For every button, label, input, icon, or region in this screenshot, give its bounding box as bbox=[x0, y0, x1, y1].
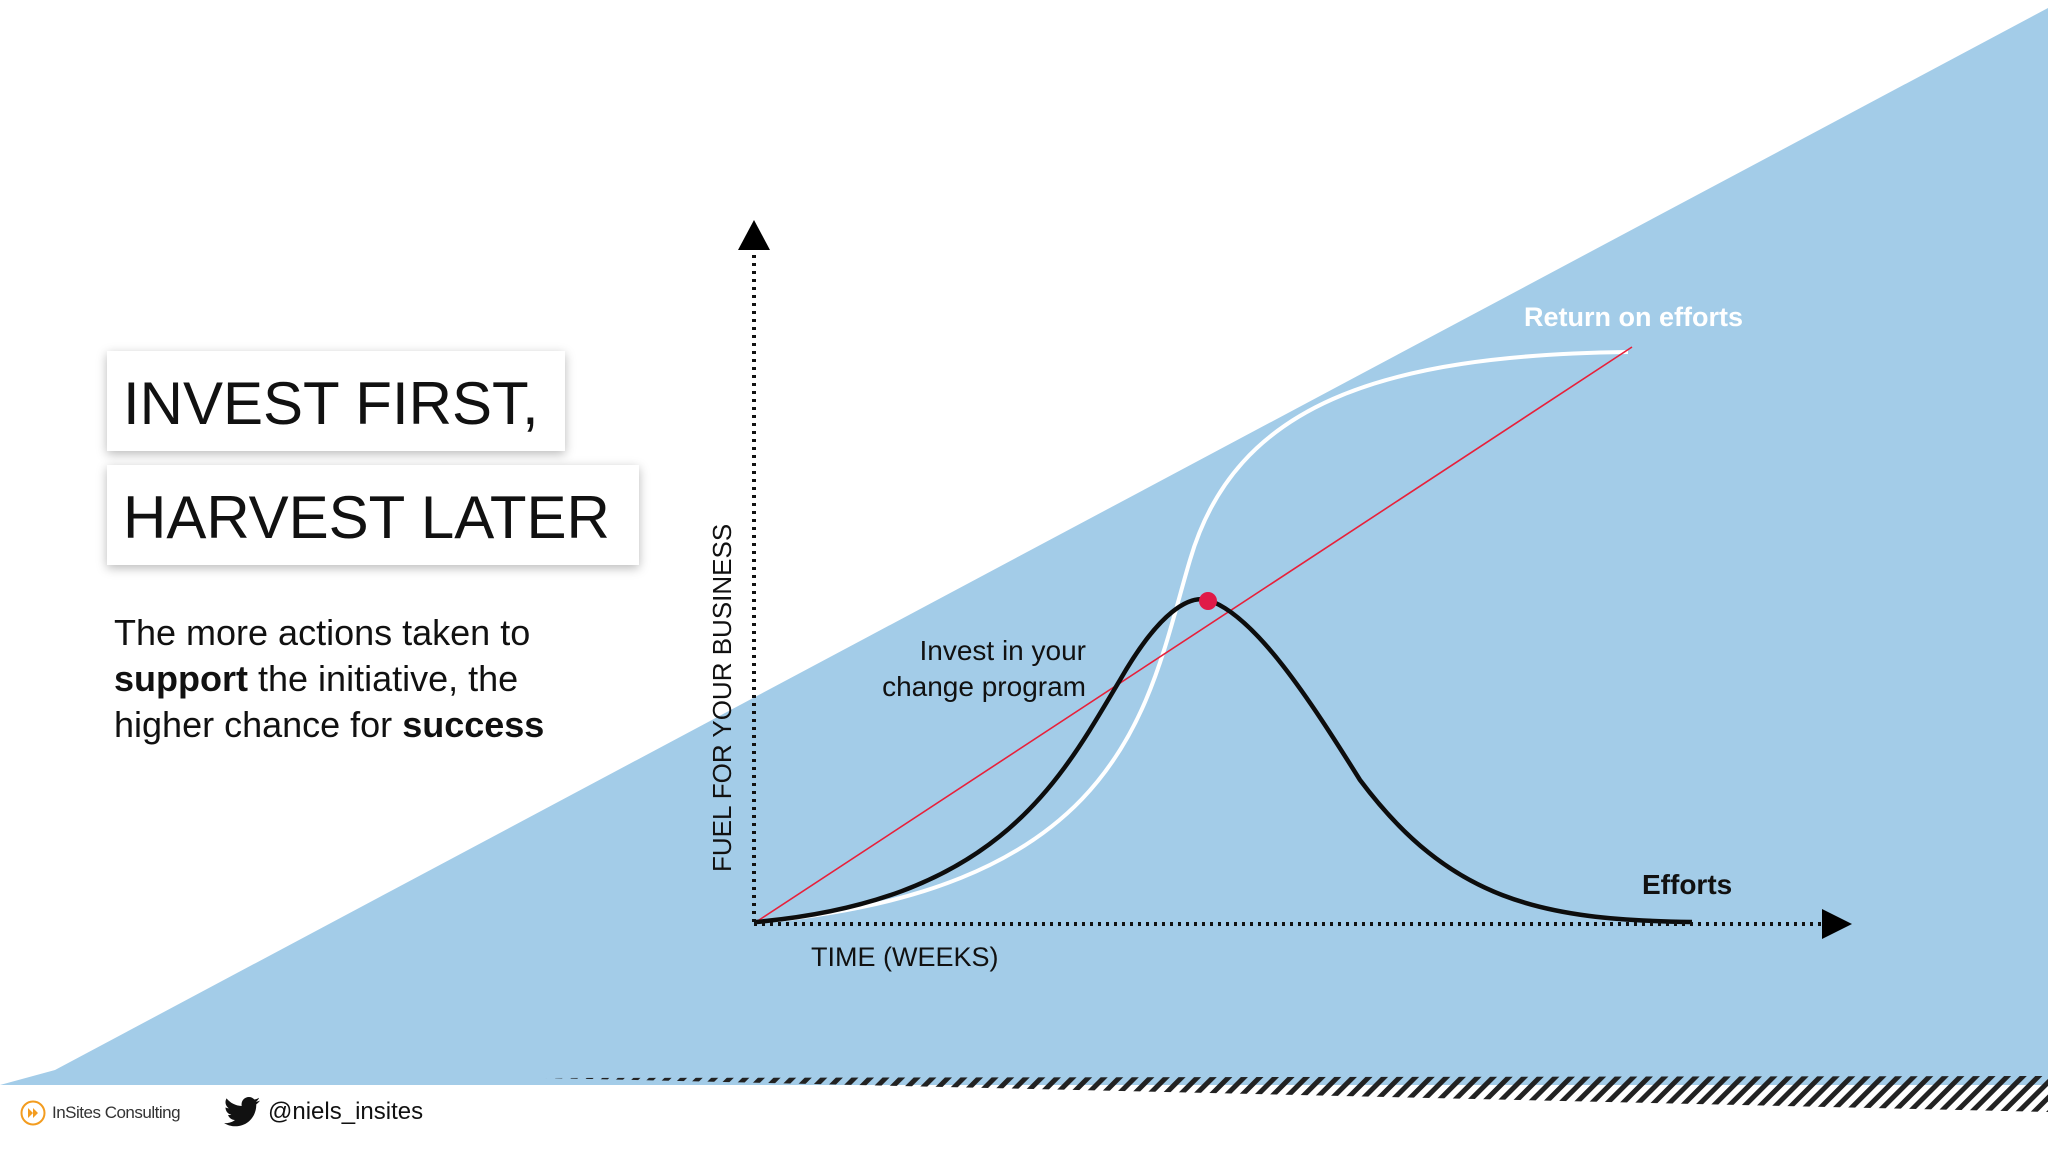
body-part-2: the initiative, the bbox=[258, 658, 519, 699]
brand-name: InSites Consulting bbox=[52, 1103, 181, 1122]
intersection-dot bbox=[1199, 592, 1217, 610]
x-axis-label: TIME (WEEKS) bbox=[811, 942, 999, 972]
insites-logo-icon bbox=[20, 1100, 46, 1126]
x-axis-arrow bbox=[1822, 909, 1852, 939]
body-bold-success: success bbox=[402, 704, 545, 745]
annotation-line-2: change program bbox=[882, 671, 1086, 702]
title-line-2: HARVEST LATER bbox=[123, 484, 610, 551]
hatched-strip bbox=[545, 1076, 2048, 1112]
handle-text: @niels_insites bbox=[268, 1098, 424, 1125]
brand: InSites Consulting bbox=[20, 1099, 181, 1127]
title-box-line-1: INVEST FIRST, bbox=[107, 351, 565, 451]
body-part-1: The more actions taken to bbox=[114, 612, 531, 653]
blue-background-triangle bbox=[0, 8, 2048, 1085]
body-part-3: higher chance for bbox=[114, 704, 393, 745]
twitter-bird-icon bbox=[224, 1097, 260, 1127]
efforts-label: Efforts bbox=[1642, 869, 1732, 900]
return-on-efforts-curve bbox=[755, 350, 1629, 924]
twitter-handle[interactable]: @niels_insites bbox=[224, 1094, 423, 1130]
return-on-efforts-label: Return on efforts bbox=[1524, 302, 1743, 332]
annotation-line-1: Invest in your bbox=[919, 635, 1086, 666]
trend-line bbox=[755, 346, 1633, 923]
body-text: The more actions taken to support the in… bbox=[114, 610, 654, 748]
y-axis-label: FUEL FOR YOUR BUSINESS bbox=[707, 524, 737, 872]
body-bold-support: support bbox=[114, 658, 248, 699]
title-box-line-2: HARVEST LATER bbox=[107, 465, 639, 565]
title-line-1: INVEST FIRST, bbox=[123, 370, 539, 437]
y-axis-arrow bbox=[738, 220, 770, 250]
